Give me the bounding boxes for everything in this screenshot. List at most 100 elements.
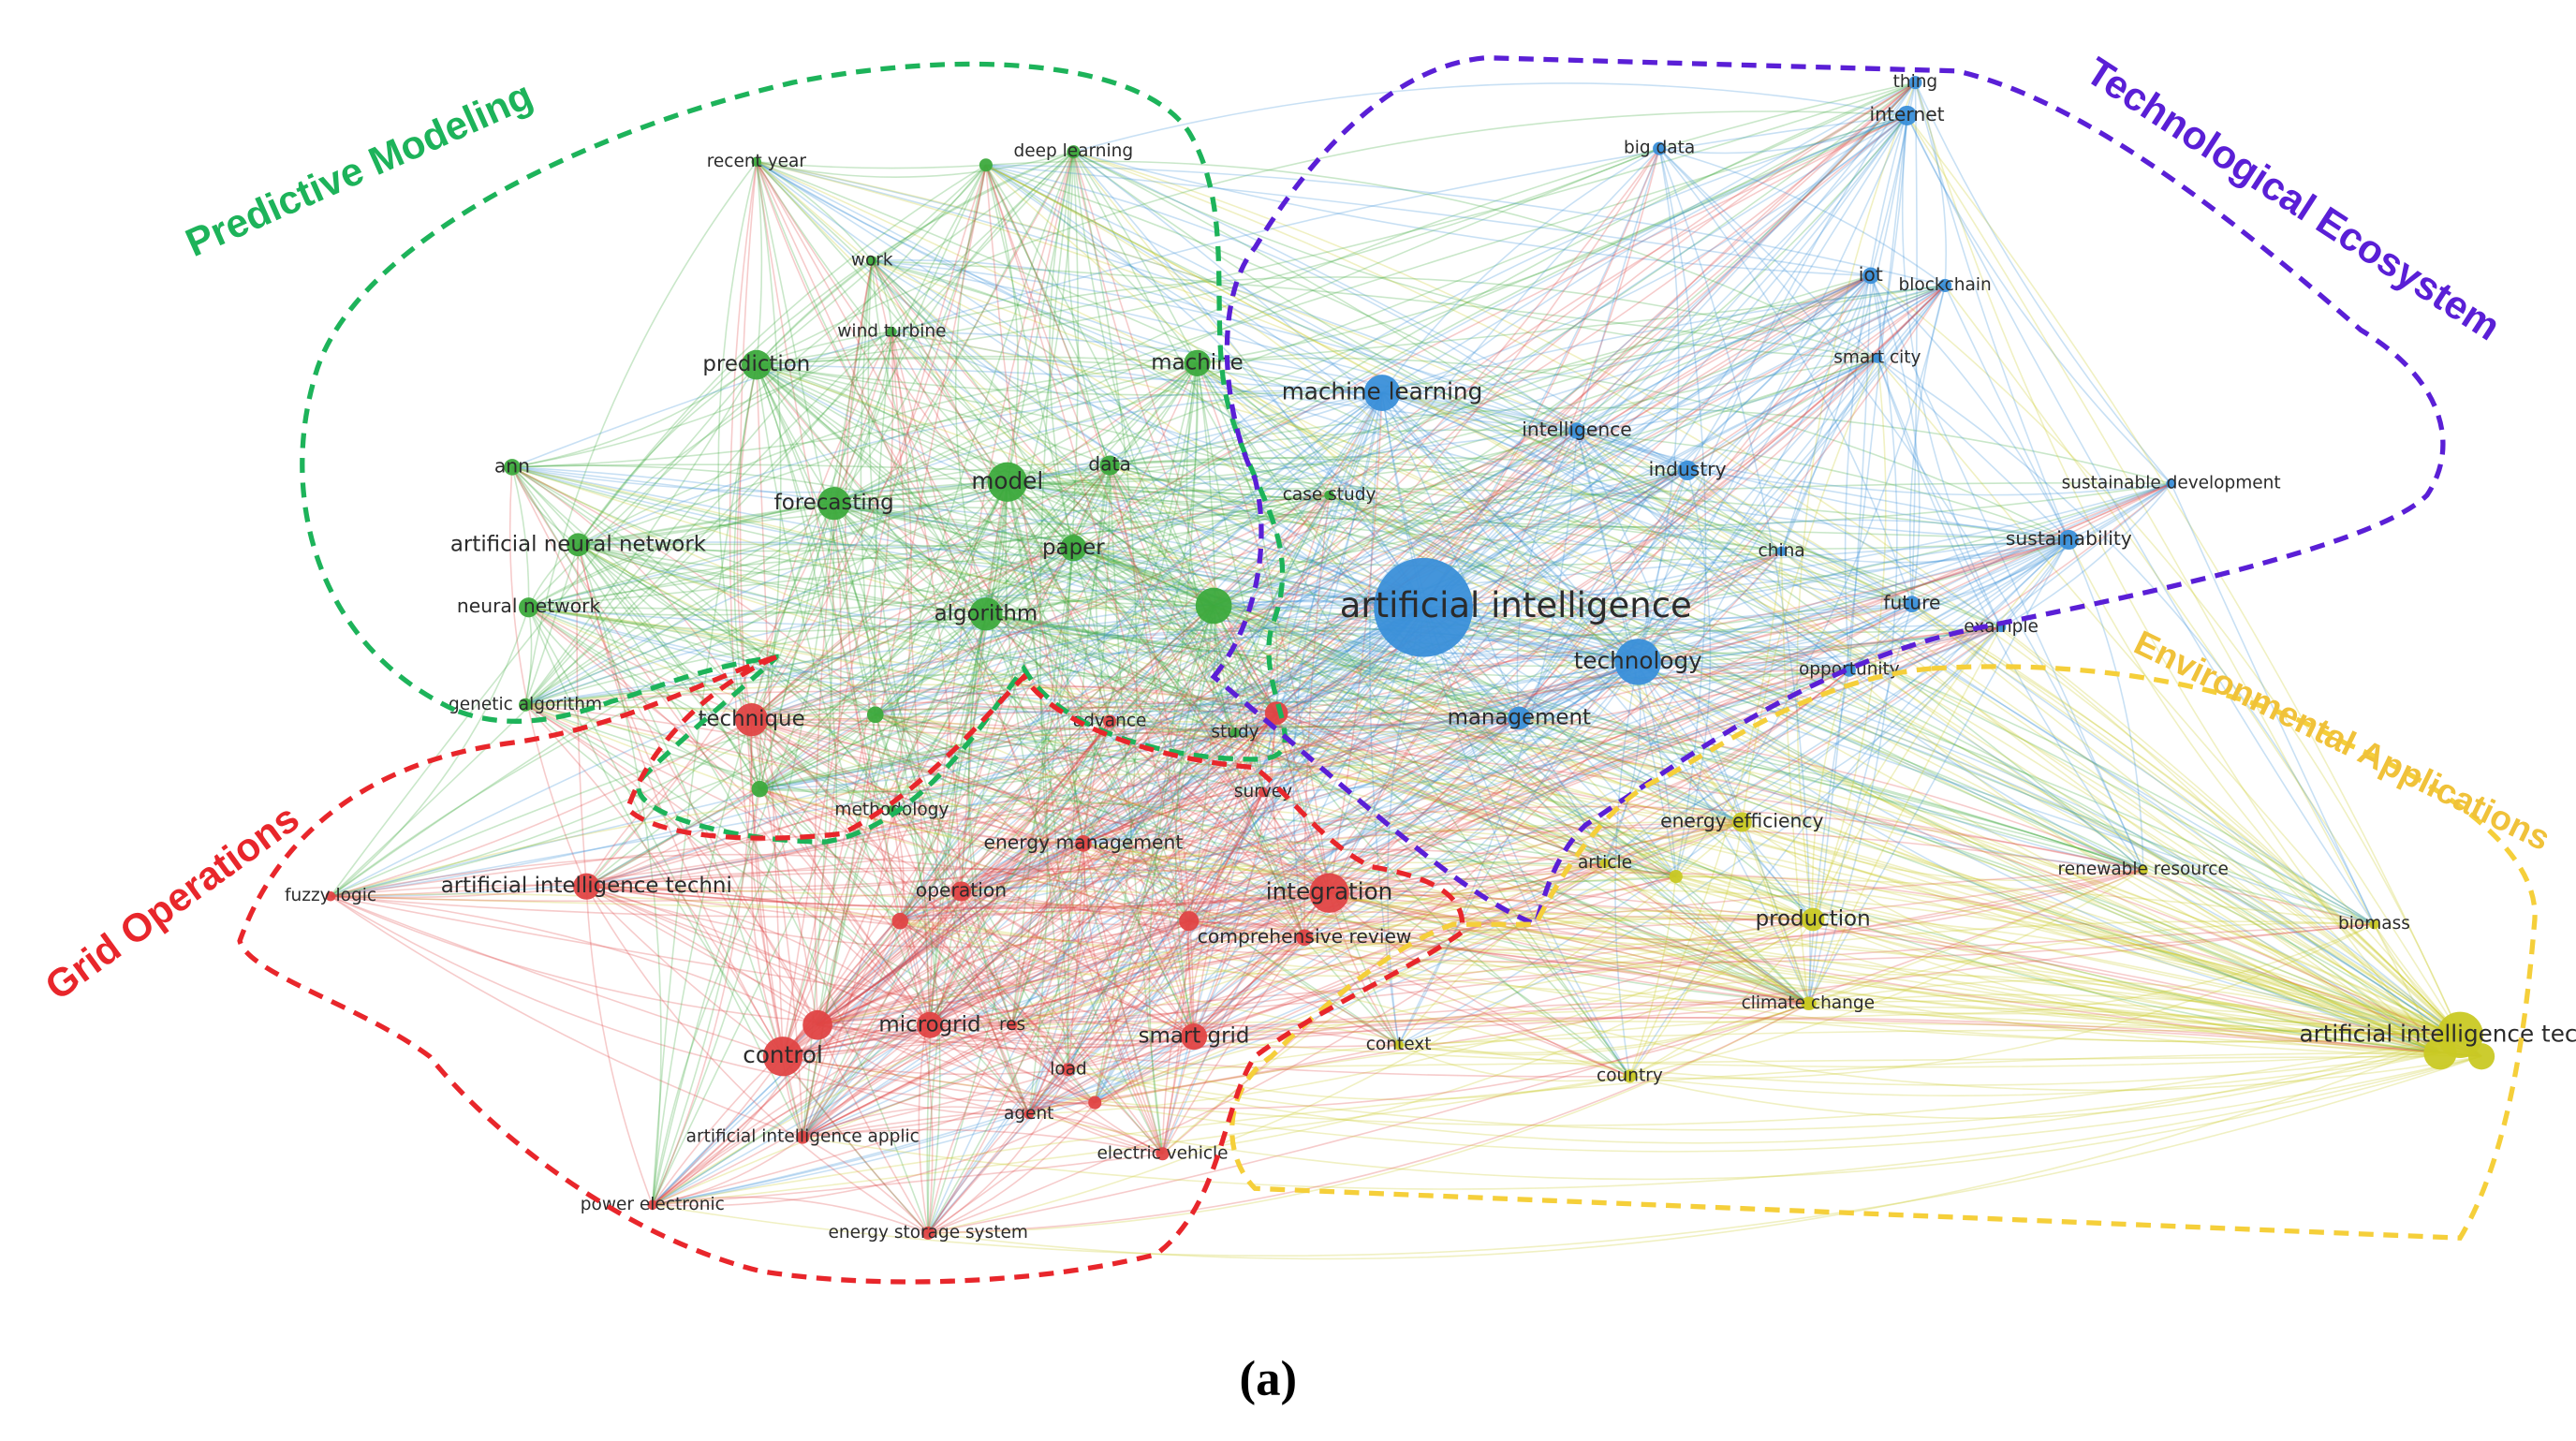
edge: [985, 464, 1111, 615]
edge: [802, 891, 1330, 1139]
edge: [1188, 661, 1639, 922]
edge: [985, 164, 1111, 466]
node: [1075, 835, 1092, 852]
node: [1184, 349, 1211, 376]
edge: [1604, 821, 1743, 864]
edge: [756, 364, 835, 505]
edge: [1329, 494, 2441, 1054]
edge: [1576, 430, 1850, 671]
edge: [833, 502, 2461, 1037]
edge: [528, 607, 1195, 1037]
edge: [330, 481, 1008, 897]
edge: [1067, 392, 1383, 1070]
edge: [524, 588, 1424, 706]
edge: [1329, 494, 1850, 671]
edge: [1809, 979, 2482, 1057]
edge: [927, 1024, 1013, 1234]
edge: [1686, 114, 1908, 471]
edge: [817, 285, 1946, 1026]
node-label: comprehensive review: [1198, 925, 1412, 948]
edge: [985, 165, 1164, 1154]
edge: [1275, 114, 1908, 714]
edge: [1398, 538, 2069, 1046]
edge: [1811, 669, 1850, 919]
edge: [875, 604, 1424, 716]
edge: [1275, 712, 1743, 823]
edge: [782, 464, 1111, 1057]
edge: [756, 355, 1198, 366]
edge: [1012, 1020, 2461, 1037]
edge: [586, 885, 931, 1026]
edge: [985, 613, 1164, 1154]
edge: [927, 548, 1075, 1234]
edge: [1381, 285, 1946, 394]
edge: [960, 605, 1214, 892]
edge: [817, 936, 2441, 1054]
edge: [756, 363, 1330, 499]
edge: [1197, 362, 1331, 496]
edge: [1188, 889, 2461, 1037]
edge: [985, 613, 1195, 1037]
edge: [1262, 392, 1383, 793]
edge: [751, 706, 2482, 1057]
edge: [1741, 358, 1878, 823]
edge: [782, 1023, 1013, 1058]
edge: [1329, 872, 2482, 1057]
edge: [1686, 469, 2461, 1036]
edge: [578, 544, 1424, 637]
edge: [1576, 430, 1639, 663]
node: [1060, 535, 1087, 562]
edge: [817, 919, 1189, 1026]
edge: [1007, 480, 2375, 925]
node: [1938, 278, 1952, 293]
edge: [331, 712, 1277, 898]
edge: [1082, 732, 1236, 845]
edge: [652, 1036, 1195, 1206]
edge: [652, 919, 1189, 1206]
edge: [833, 502, 987, 615]
edge: [756, 161, 1850, 671]
edge: [585, 885, 818, 1026]
edge: [2068, 539, 2144, 871]
edge: [1614, 661, 1640, 1077]
edge: [817, 720, 1111, 1026]
edge: [1073, 547, 1606, 864]
node-label: agent: [1004, 1104, 1053, 1124]
edge: [1197, 81, 1916, 364]
edge: [1067, 605, 1214, 1070]
edge: [756, 285, 1946, 396]
edge: [759, 787, 1189, 922]
edge: [577, 544, 662, 1205]
edge: [985, 164, 1850, 671]
edge: [814, 260, 874, 1025]
edge: [652, 720, 1111, 1206]
edge: [751, 547, 1074, 721]
edge: [2170, 483, 2376, 925]
edge: [1628, 876, 1677, 1077]
edge: [1007, 362, 1199, 483]
edge: [1067, 152, 1111, 466]
node-label: res: [999, 1015, 1025, 1035]
edge: [871, 259, 1075, 549]
edge: [985, 165, 1075, 549]
edge: [1381, 391, 2482, 1057]
node: [1568, 422, 1585, 439]
edge: [585, 886, 929, 1234]
edge: [1094, 713, 1277, 1103]
edge: [961, 826, 2375, 925]
edge: [330, 607, 530, 897]
edge: [961, 607, 1424, 892]
edge: [1073, 547, 2441, 1054]
edge: [1304, 936, 2441, 1054]
edge: [985, 81, 1916, 615]
node: [2467, 1043, 2495, 1070]
node-label: genetic algorithm: [449, 695, 602, 714]
edge: [1072, 151, 1199, 364]
edge: [1604, 862, 1809, 1005]
edge: [1808, 115, 1908, 1004]
edge: [985, 165, 1305, 938]
edge: [751, 718, 1190, 922]
node: [1156, 1147, 1170, 1161]
node-label: work: [851, 251, 893, 271]
edge: [802, 920, 901, 1138]
